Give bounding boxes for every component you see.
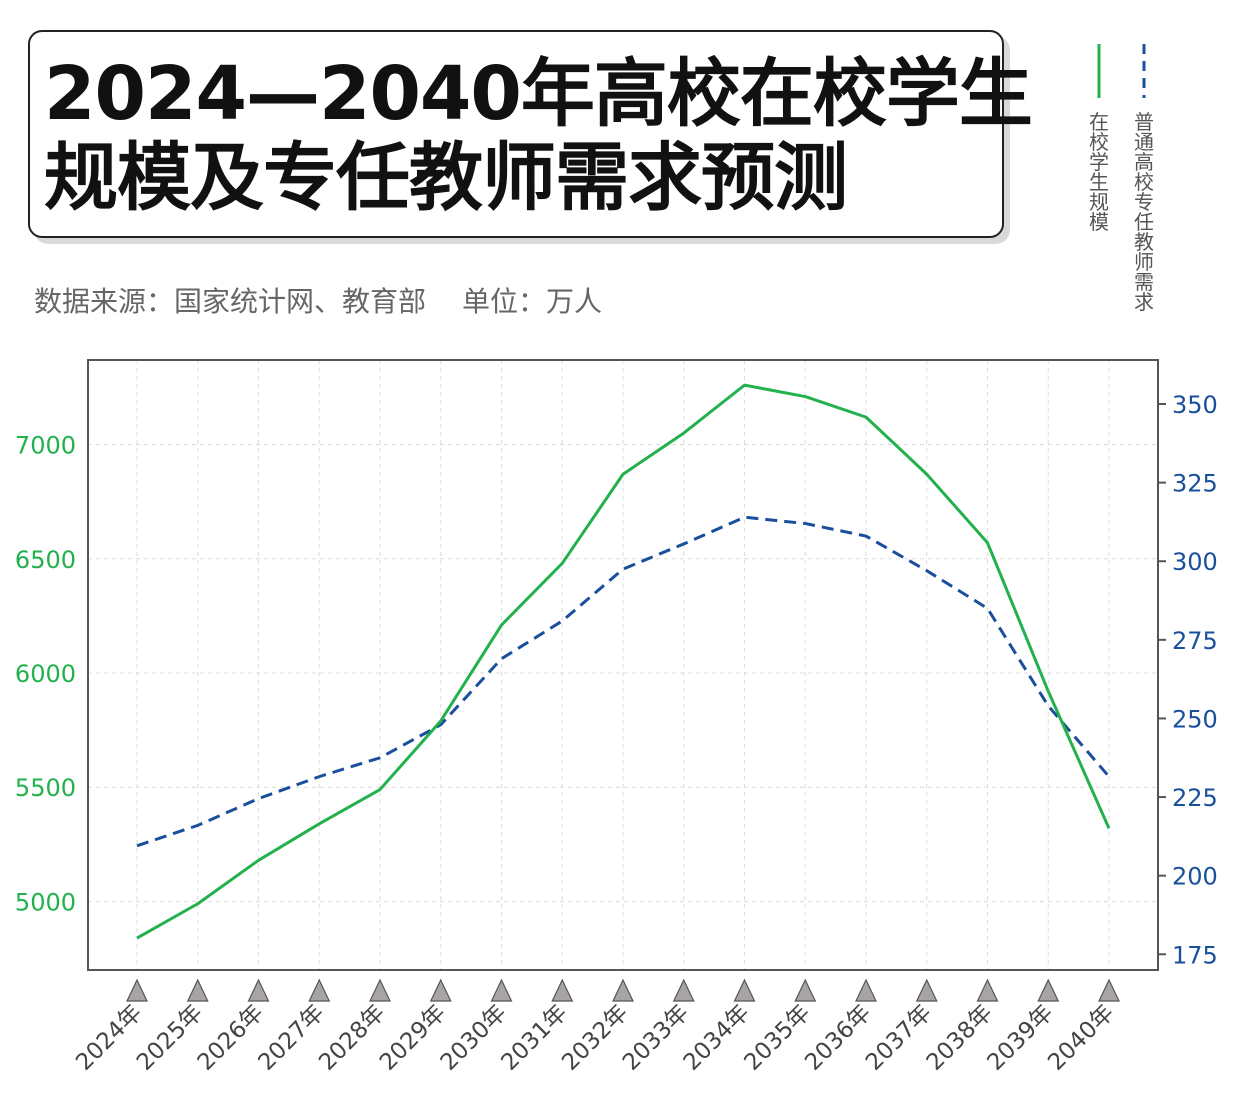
x-tick-marker	[308, 978, 331, 1002]
x-tick-label: 2034年	[679, 1000, 755, 1076]
x-tick-label: 2039年	[982, 1000, 1058, 1076]
x-tick-label: 2028年	[314, 1000, 390, 1076]
x-tick-marker	[672, 978, 695, 1002]
x-tick-marker	[915, 978, 938, 1002]
x-tick-marker	[794, 978, 817, 1002]
title-line-1: 2024—2040年高校在校学生	[44, 51, 1033, 137]
x-tick-label: 2024年	[71, 1000, 147, 1076]
y-right-tick-label: 275	[1172, 627, 1218, 655]
plot-frame	[87, 359, 1159, 971]
series-lines	[136, 383, 1111, 940]
legend: 在校学生规模 普通高校专任教师需求	[1080, 40, 1170, 320]
x-tick-marker	[369, 978, 391, 1002]
x-tick-marker	[733, 978, 756, 1002]
x-axis: 2024年2025年2026年2027年2028年2029年2030年2031年…	[71, 978, 1120, 1076]
y-right-tick-label: 350	[1172, 391, 1218, 419]
y-right-tick-label: 225	[1172, 784, 1218, 812]
series-line-students	[136, 383, 1111, 940]
x-tick-marker	[976, 978, 999, 1002]
y-right-tick-label: 175	[1172, 941, 1218, 969]
x-tick-label: 2035年	[739, 1000, 815, 1076]
chart: 5000 5500 6000 6500 7000 175 200 225 250 275 300 3…	[15, 359, 1218, 1076]
unit-text: 单位：万人	[462, 285, 603, 318]
x-tick-label: 2031年	[496, 1000, 572, 1076]
x-tick-marker	[490, 978, 513, 1002]
y-right-tick-label: 250	[1172, 705, 1218, 733]
x-tick-marker	[612, 978, 634, 1002]
source-note: 数据来源：国家统计网、教育部 单位：万人	[34, 280, 602, 320]
y-axis-right: 175 200 225 250 275 300 325 350	[1158, 391, 1218, 969]
x-tick-label: 2040年	[1043, 1000, 1119, 1076]
title-box: 2024—2040年高校在校学生 规模及专任教师需求预测	[28, 30, 1033, 238]
x-tick-label: 2032年	[557, 1000, 633, 1076]
x-tick-label: 2030年	[436, 1000, 512, 1076]
grid	[88, 360, 1158, 970]
x-tick-marker	[551, 978, 574, 1002]
x-tick-label: 2026年	[193, 1000, 269, 1076]
y-left-tick-label: 6500	[15, 546, 76, 574]
y-axis-left: 5000 5500 6000 6500 7000	[15, 432, 76, 917]
x-tick-marker	[855, 978, 877, 1002]
x-tick-marker	[186, 978, 209, 1002]
x-tick-label: 2029年	[375, 1000, 451, 1076]
x-tick-marker	[429, 978, 452, 1002]
x-tick-label: 2038年	[922, 1000, 998, 1076]
series-line-teachers	[136, 515, 1111, 848]
x-tick-label: 2025年	[132, 1000, 208, 1076]
y-left-tick-label: 5000	[15, 888, 76, 916]
source-text: 数据来源：国家统计网、教育部	[34, 285, 427, 318]
x-tick-marker	[1098, 978, 1120, 1002]
x-tick-marker	[126, 978, 148, 1002]
x-tick-marker	[1037, 978, 1060, 1002]
y-left-tick-label: 7000	[15, 432, 76, 460]
x-tick-marker	[247, 978, 270, 1002]
y-left-tick-label: 5500	[15, 774, 76, 802]
legend-label-students: 在校学生规模	[1089, 110, 1109, 234]
x-tick-label: 2036年	[800, 1000, 876, 1076]
x-tick-label: 2027年	[253, 1000, 329, 1076]
y-right-tick-label: 200	[1172, 863, 1218, 891]
y-right-tick-label: 325	[1172, 470, 1218, 498]
title-line-2: 规模及专任教师需求预测	[44, 135, 848, 221]
x-tick-label: 2033年	[618, 1000, 694, 1076]
y-right-tick-label: 300	[1172, 548, 1218, 576]
x-tick-label: 2037年	[861, 1000, 937, 1076]
legend-label-teachers: 普通高校专任教师需求	[1134, 110, 1154, 314]
legend-swatches	[1097, 44, 1146, 98]
y-left-tick-label: 6000	[15, 660, 76, 688]
